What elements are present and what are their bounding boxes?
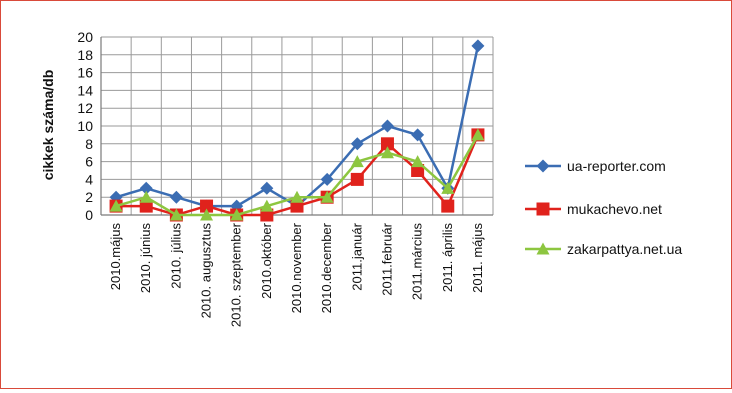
x-tick-label: 2010.december — [319, 222, 334, 313]
y-tick-label: 0 — [85, 207, 93, 223]
data-point — [169, 190, 183, 204]
data-point — [350, 137, 364, 151]
data-point — [139, 181, 153, 195]
y-tick-label: 4 — [85, 171, 93, 187]
square-marker-icon — [536, 202, 550, 216]
data-point — [290, 199, 304, 213]
x-tick-label: 2011.március — [410, 223, 425, 301]
x-tick-label: 2011. május — [470, 223, 485, 293]
data-point — [109, 199, 123, 212]
y-tick-label: 20 — [77, 29, 93, 45]
x-axis-ticks: 2010.május 2010. június 2010. július 2010. … — [108, 222, 485, 327]
x-tick-label: 2010.október — [259, 222, 274, 299]
y-tick-label: 16 — [77, 65, 93, 81]
x-tick-label: 2011. április — [440, 223, 455, 293]
series-lines — [109, 39, 485, 222]
data-point — [380, 137, 394, 151]
y-tick-label: 2 — [85, 189, 93, 205]
x-tick-label: 2010.november — [289, 222, 304, 313]
legend-label: mukachevo.net — [567, 201, 662, 217]
data-point — [200, 199, 214, 213]
data-point — [471, 39, 485, 53]
data-point — [320, 190, 334, 203]
legend: ua-reporter.com mukachevo.net zakarpattya.… — [525, 158, 682, 257]
data-point — [411, 128, 425, 142]
data-point — [290, 190, 304, 203]
y-tick-label: 12 — [77, 100, 93, 116]
y-tick-label: 8 — [85, 136, 93, 152]
legend-label: zakarpattya.net.ua — [567, 241, 682, 257]
y-tick-label: 6 — [85, 154, 93, 170]
y-tick-label: 10 — [77, 118, 93, 134]
data-point — [260, 199, 274, 212]
data-point — [441, 199, 455, 213]
gridlines — [100, 36, 494, 216]
data-point — [139, 190, 153, 203]
x-tick-label: 2011.február — [379, 222, 394, 295]
data-point — [200, 208, 214, 221]
data-point — [380, 119, 394, 133]
x-tick-label: 2010. augusztus — [199, 223, 214, 319]
data-point — [169, 208, 183, 221]
diamond-marker-icon — [536, 159, 550, 173]
data-point — [350, 155, 364, 168]
data-point — [471, 128, 485, 141]
data-point — [139, 199, 153, 213]
data-point — [411, 155, 425, 168]
data-point — [230, 208, 244, 221]
data-point — [260, 181, 274, 195]
x-tick-label: 2010. szeptember — [229, 222, 244, 327]
data-point — [320, 172, 334, 186]
x-tick-label: 2010. július — [168, 223, 183, 289]
data-point — [350, 172, 364, 186]
x-tick-label: 2010.május — [108, 223, 123, 291]
legend-label: ua-reporter.com — [567, 158, 666, 174]
data-point — [260, 208, 274, 222]
triangle-marker-icon — [536, 242, 550, 255]
y-tick-label: 18 — [77, 47, 93, 63]
data-point — [380, 146, 394, 159]
x-tick-label: 2011.január — [349, 222, 364, 290]
x-tick-label: 2010. június — [138, 223, 153, 294]
data-point — [411, 164, 425, 177]
data-point — [441, 181, 455, 194]
y-tick-label: 14 — [77, 82, 93, 98]
y-axis-label: cikkek száma/db — [40, 70, 56, 181]
